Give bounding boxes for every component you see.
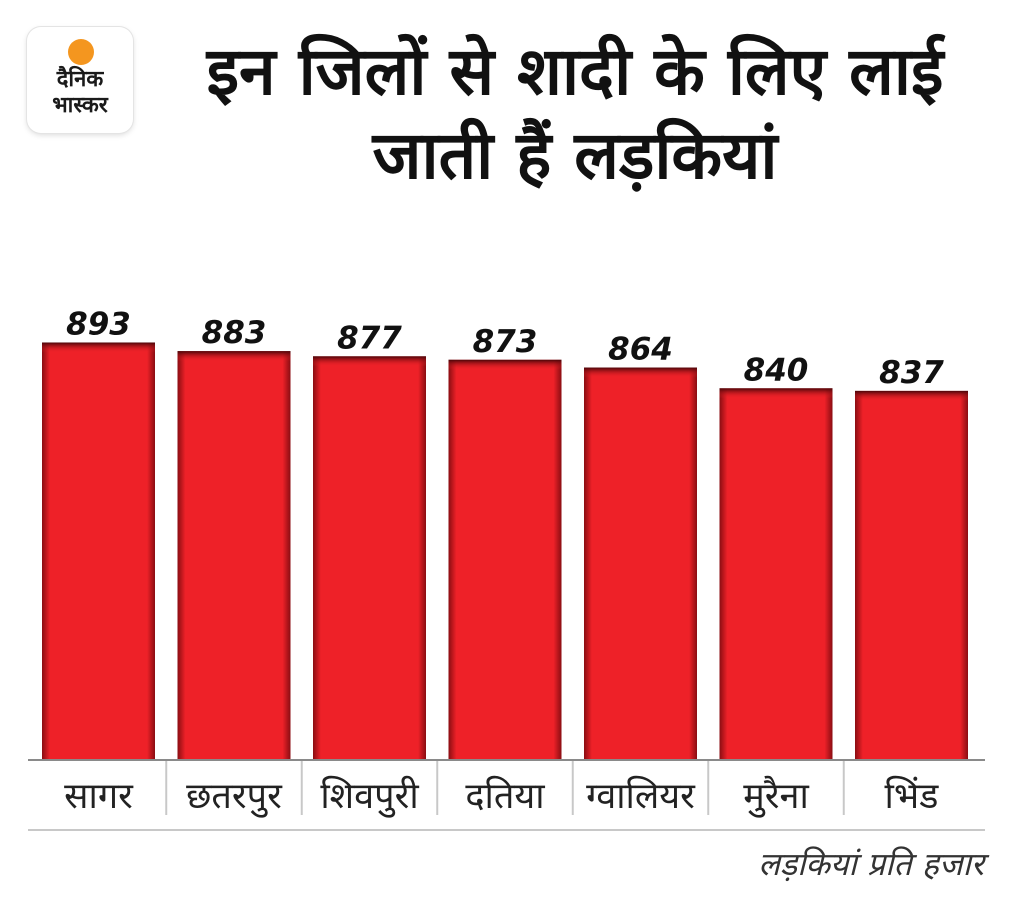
bar-top-shade bbox=[42, 342, 155, 353]
value-label: 893 bbox=[66, 306, 131, 342]
category-label: छतरपुर bbox=[186, 776, 283, 818]
bar-2 bbox=[177, 351, 291, 760]
bar-5 bbox=[584, 367, 697, 760]
category-label: सागर bbox=[64, 776, 134, 817]
bar-4 bbox=[448, 359, 562, 760]
bar-rect bbox=[42, 342, 155, 760]
logo-line-2: भास्कर bbox=[52, 93, 108, 118]
category-label: शिवपुरी bbox=[320, 775, 419, 818]
bar-top-shade bbox=[177, 351, 291, 362]
logo-line-1: दैनिक bbox=[56, 67, 104, 92]
category-label: भिंड bbox=[885, 775, 940, 817]
bar-6 bbox=[719, 388, 833, 760]
chart-title: इन जिलों से शादी के लिए लाई जाती हैं लड़… bbox=[206, 33, 944, 194]
value-label: 873 bbox=[473, 324, 538, 360]
value-label: 837 bbox=[879, 355, 944, 391]
value-label: 883 bbox=[202, 315, 267, 351]
bar-top-shade bbox=[855, 390, 968, 401]
bar-rect bbox=[177, 351, 291, 760]
value-label: 840 bbox=[744, 352, 809, 388]
bar-rect bbox=[313, 356, 426, 760]
logo: दैनिक भास्कर bbox=[27, 27, 133, 133]
bar-top-shade bbox=[448, 359, 562, 370]
bar-rect bbox=[719, 388, 833, 760]
bar-rect bbox=[448, 359, 562, 760]
value-label: 877 bbox=[337, 320, 402, 356]
bar-rect bbox=[584, 367, 697, 760]
category-label: ग्वालियर bbox=[586, 775, 696, 817]
sun-icon bbox=[68, 39, 94, 65]
bar-top-shade bbox=[719, 388, 833, 399]
bar-1 bbox=[42, 342, 155, 760]
value-label: 864 bbox=[608, 332, 673, 368]
category-label: मुरैना bbox=[743, 775, 809, 818]
unit-note: लड़कियां प्रति हजार bbox=[758, 845, 984, 883]
bar-3 bbox=[313, 356, 426, 760]
category-label: दतिया bbox=[465, 775, 545, 817]
bar-top-shade bbox=[584, 367, 697, 378]
bar-top-shade bbox=[313, 356, 426, 367]
bar-rect bbox=[855, 390, 968, 760]
bar-7 bbox=[855, 390, 968, 760]
